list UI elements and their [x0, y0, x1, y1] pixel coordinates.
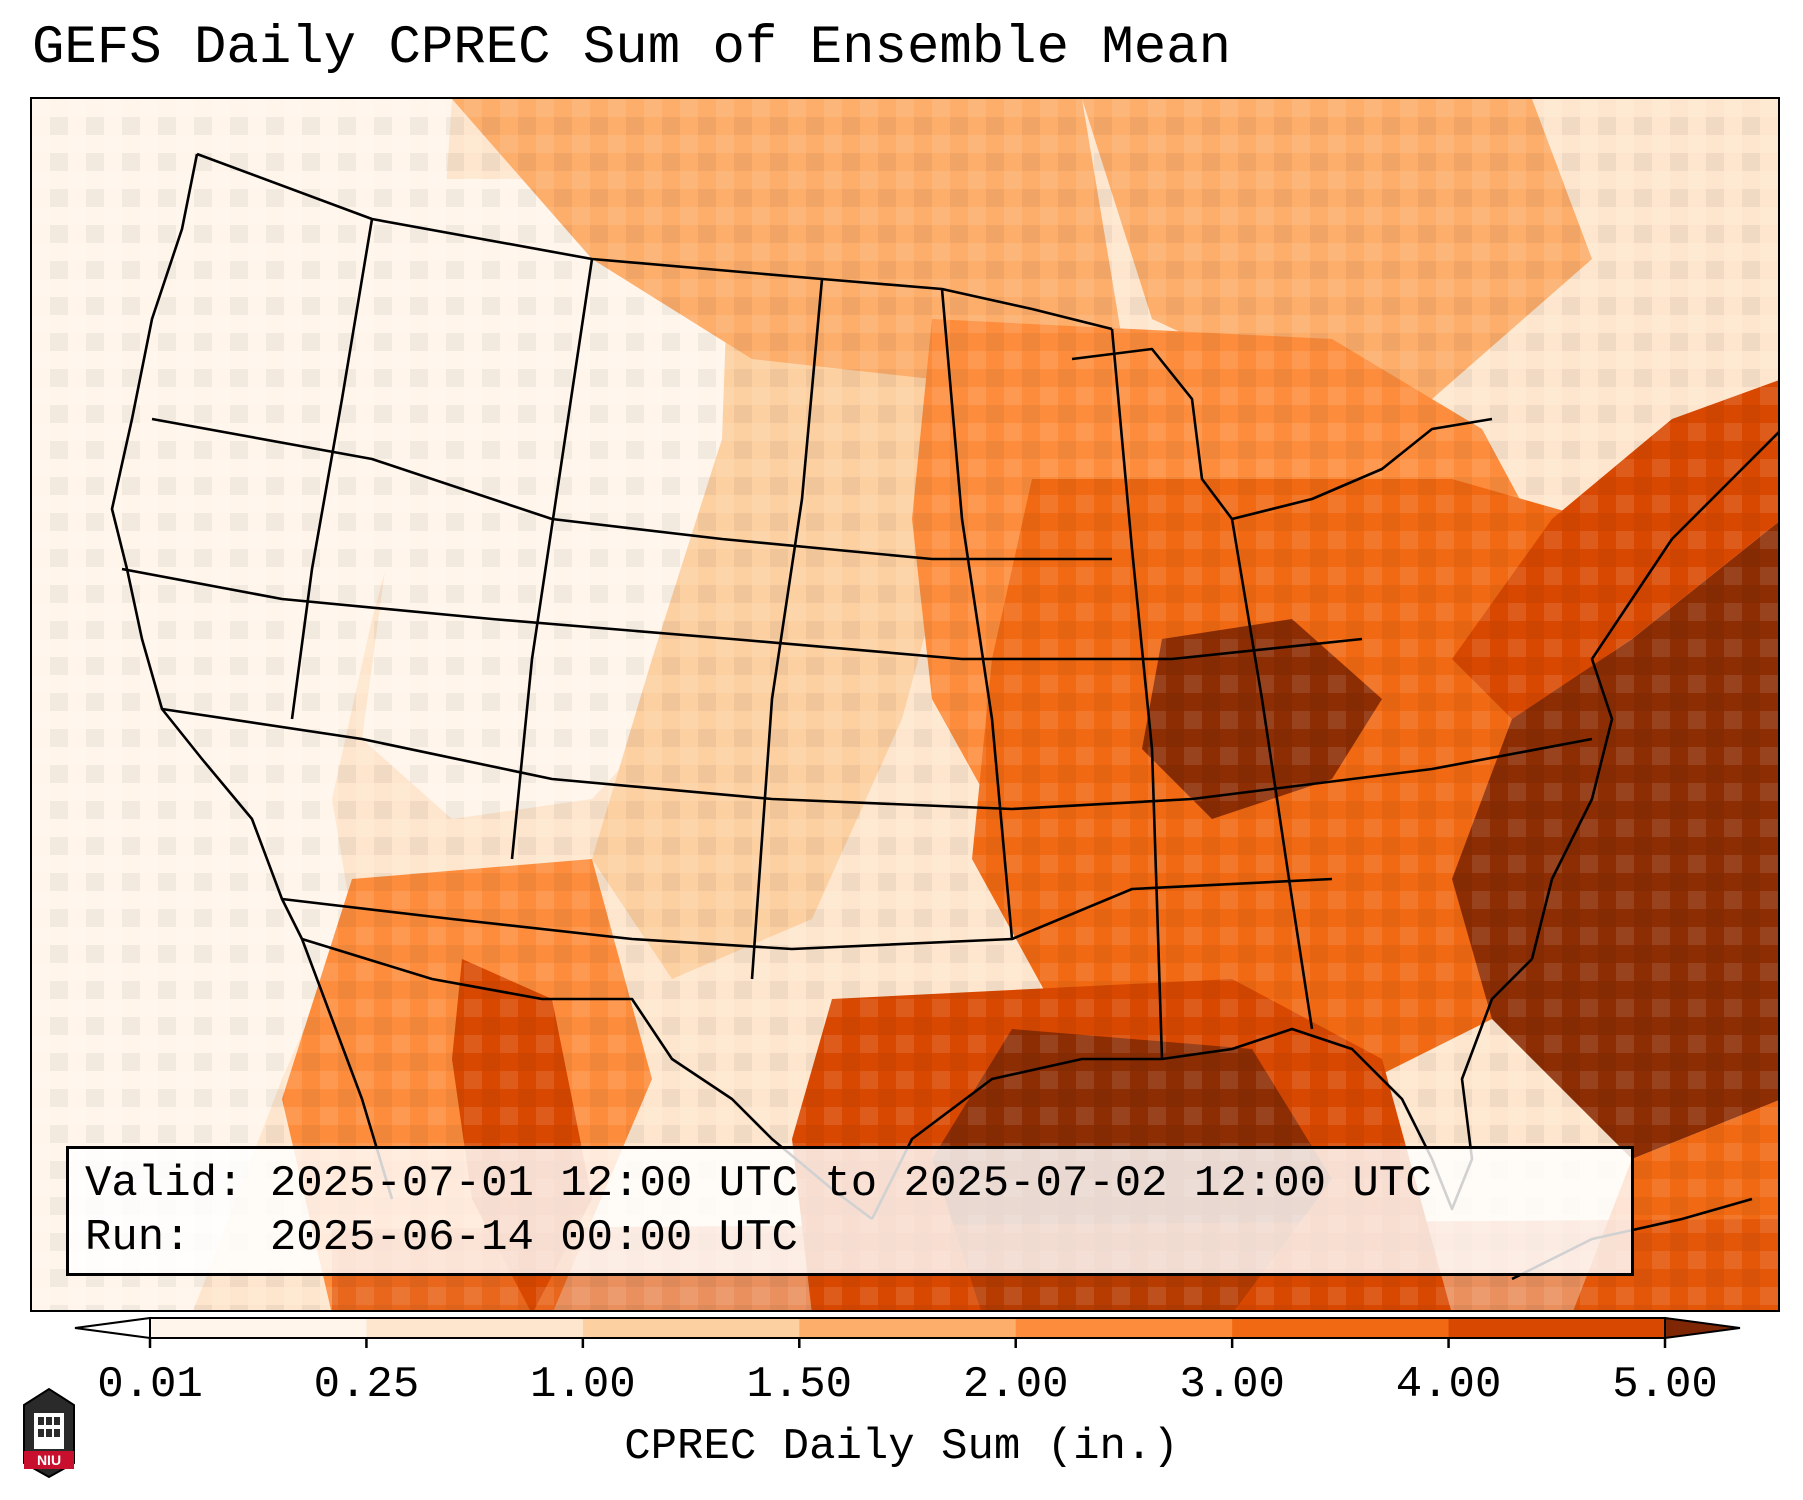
colorbar-segment	[799, 1318, 1017, 1338]
colorbar-tick-label: 5.00	[1612, 1360, 1718, 1410]
colorbar-segment	[366, 1318, 584, 1338]
colorbar-segment	[1015, 1318, 1233, 1338]
precip-fields	[32, 99, 1778, 1310]
colorbar-extend-high	[1664, 1316, 1741, 1340]
state-line-v1	[290, 218, 374, 720]
colorbar-label: CPREC Daily Sum (in.)	[624, 1422, 1179, 1472]
colorbar-outline	[149, 1317, 1666, 1339]
colorbar-extend-low	[74, 1316, 151, 1340]
precip-texture	[32, 99, 1778, 1310]
colorbar-tick-label: 0.25	[313, 1360, 420, 1410]
colorbar-tick-label: 1.00	[530, 1360, 636, 1410]
state-line-v2	[510, 258, 594, 860]
colorbar-tick-label: 0.01	[97, 1360, 203, 1410]
colorbar-tick-label: 2.00	[962, 1360, 1069, 1410]
colorbar-segment	[1448, 1318, 1666, 1338]
state-line-v4	[940, 288, 1014, 940]
state-line-v3	[750, 278, 824, 980]
niu-logo: NIU	[23, 1387, 75, 1479]
coast-pacific	[110, 153, 304, 940]
colorbar-ticks	[148, 1338, 1667, 1348]
valid-run-info-box: Valid: 2025-07-01 12:00 UTC to 2025-07-0…	[66, 1146, 1634, 1276]
state-line-1	[151, 417, 1112, 561]
colorbar-tick-label: 4.00	[1395, 1360, 1502, 1410]
valid-time-text: Valid: 2025-07-01 12:00 UTC to 2025-07-0…	[85, 1159, 1432, 1209]
state-line-v6	[1230, 518, 1314, 1030]
precip-map	[32, 99, 1778, 1310]
state-line-4	[281, 877, 1333, 951]
state-line-3	[161, 707, 1593, 811]
map-title: GEFS Daily CPREC Sum of Ensemble Mean	[32, 18, 1231, 79]
colorbar-segment	[1232, 1318, 1450, 1338]
coast-gulf	[870, 958, 1533, 1220]
coast-atlantic	[1530, 431, 1778, 960]
map-panel	[30, 97, 1780, 1312]
colorbar-segment	[150, 1318, 367, 1338]
state-line-2	[121, 567, 1363, 661]
colorbar-segments	[74, 1316, 1741, 1340]
run-time-text: Run: 2025-06-14 00:00 UTC	[85, 1213, 798, 1263]
state-line-v5	[1110, 328, 1164, 1060]
colorbar-segment	[582, 1318, 800, 1338]
colorbar-tick-label: 3.00	[1179, 1360, 1285, 1410]
boundaries	[110, 152, 1778, 1281]
colorbar-tick-label: 1.50	[746, 1360, 853, 1410]
niu-logo-text: NIU	[37, 1452, 61, 1468]
